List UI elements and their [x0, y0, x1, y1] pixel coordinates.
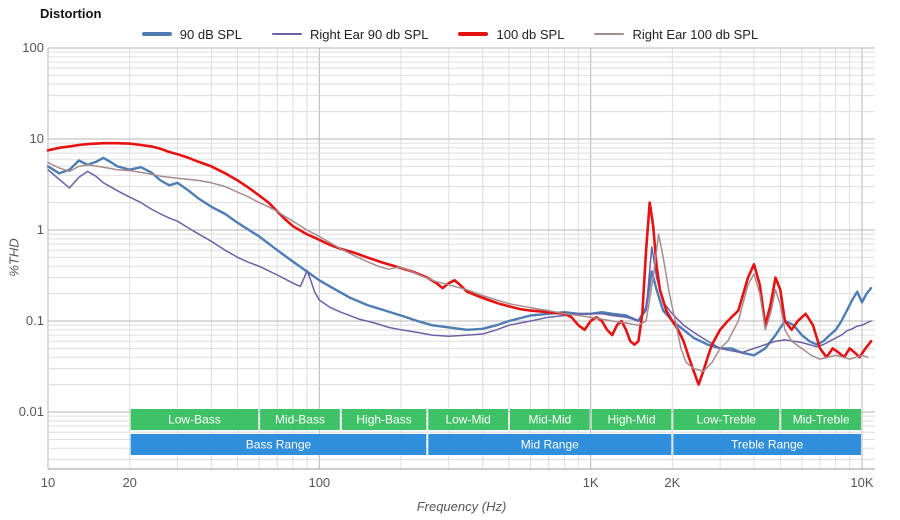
- band-label: Mid-Mid: [528, 413, 571, 427]
- frequency-bands: Low-Bass Mid-Bass High-Bass Low-Mid Mid-Mid H…: [130, 409, 861, 455]
- band-treble-range: [673, 434, 861, 455]
- legend-swatch-3: [594, 33, 625, 35]
- band-high-mid: [591, 409, 672, 430]
- y-tick-label: 1: [37, 222, 44, 237]
- legend-item-2[interactable]: 100 db SPL: [458, 27, 564, 42]
- x-tick-label: 10K: [850, 475, 873, 490]
- band-mid-treble: [781, 409, 861, 430]
- legend-label-3: Right Ear 100 db SPL: [632, 26, 759, 42]
- band-bass-range: [130, 434, 427, 455]
- y-axis-title: %THD: [6, 238, 22, 277]
- legend-item-0[interactable]: 90 dB SPL: [141, 26, 242, 42]
- band-label: High-Mid: [607, 413, 655, 427]
- y-tick-label: 0.01: [19, 404, 44, 419]
- chart-title: Distortion: [40, 6, 102, 21]
- series-line-3[interactable]: [47, 161, 869, 373]
- y-tick-label: 100: [22, 40, 44, 55]
- band-mid-range: [428, 434, 672, 455]
- series-line-0[interactable]: [46, 156, 873, 357]
- legend-item-1[interactable]: Right Ear 90 db SPL: [271, 26, 429, 42]
- x-tick-label: 100: [308, 475, 330, 490]
- band-low-bass: [130, 409, 259, 430]
- band-label: Low-Bass: [168, 413, 221, 427]
- band-label: Low-Mid: [445, 413, 490, 427]
- legend-swatch-0: [141, 32, 172, 36]
- band-label: Low-Treble: [697, 413, 757, 427]
- legend-label-1: Right Ear 90 db SPL: [309, 26, 429, 42]
- x-tick-label: 2K: [664, 475, 680, 490]
- y-tick-label: 10: [30, 131, 44, 146]
- legend: 90 dB SPL Right Ear 90 db SPL 100 db SPL Ri…: [0, 24, 900, 44]
- legend-swatch-1: [271, 33, 302, 35]
- x-axis-title: Frequency (Hz): [416, 499, 507, 514]
- band-low-mid: [428, 409, 508, 430]
- band-high-bass: [341, 409, 427, 430]
- gridlines: [47, 47, 875, 470]
- band-label: Mid-Bass: [275, 413, 325, 427]
- band-low-treble: [673, 409, 780, 430]
- x-tick-label: 10: [41, 475, 55, 490]
- series-line-2[interactable]: [46, 141, 873, 386]
- band-mid-mid: [509, 409, 590, 430]
- legend-label-0: 90 dB SPL: [179, 26, 242, 42]
- y-tick-label: 0.1: [26, 313, 44, 328]
- x-tick-label: 20: [122, 475, 136, 490]
- x-tick-label: 1K: [583, 475, 599, 490]
- band-label: Mid Range: [521, 438, 579, 452]
- legend-label-2: 100 db SPL: [496, 26, 565, 42]
- band-label: High-Bass: [356, 413, 411, 427]
- legend-item-3[interactable]: Right Ear 100 db SPL: [594, 27, 758, 42]
- legend-swatch-2: [458, 32, 489, 36]
- band-label: Treble Range: [731, 438, 804, 452]
- band-label: Mid-Treble: [793, 413, 850, 427]
- band-mid-bass: [260, 409, 340, 430]
- axis-tick-labels: 10 20 100 1K 2K 10K 100 10 1 0.1 0.01: [19, 40, 874, 490]
- band-label: Bass Range: [246, 438, 312, 452]
